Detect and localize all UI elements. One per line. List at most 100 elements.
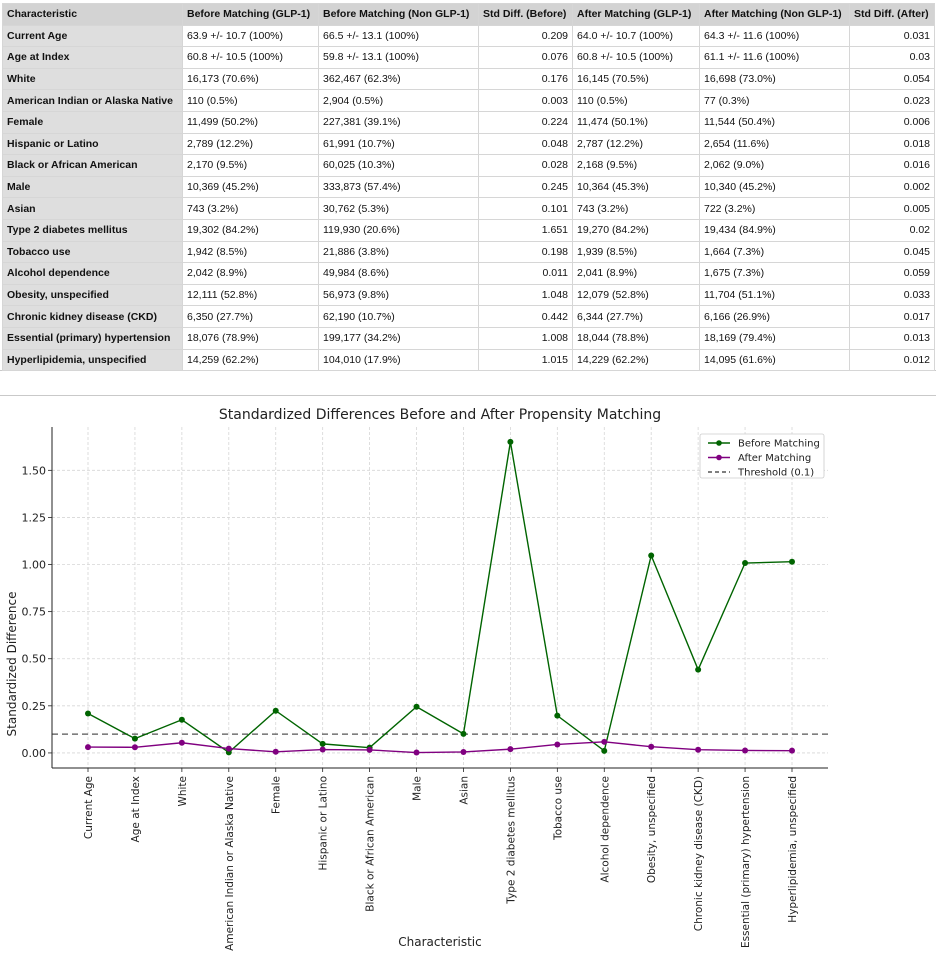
column-header-std-diff-before[interactable]: Std Diff. (Before) — [478, 3, 573, 26]
data-point-after[interactable] — [413, 749, 420, 756]
table-row[interactable]: Alcohol dependence 2,042 (8.9%) 49,984 (8.… — [2, 262, 935, 285]
table-cell: 227,381 (39.1%) — [318, 110, 479, 134]
table-row[interactable]: Hyperlipidemia, unspecified 14,259 (62.2%… — [2, 348, 935, 372]
y-tick-label: 0.00 — [22, 747, 47, 760]
column-header-characteristic[interactable]: Characteristic — [2, 3, 183, 26]
table-cell: 63.9 +/- 10.7 (100%) — [182, 24, 319, 48]
table-cell: 0.023 — [849, 89, 935, 112]
data-point-before[interactable] — [460, 730, 467, 737]
data-point-after[interactable] — [319, 746, 326, 753]
data-point-before[interactable] — [272, 707, 279, 714]
table-row[interactable]: American Indian or Alaska Native 110 (0.5… — [2, 89, 935, 112]
table-cell: 0.076 — [478, 46, 573, 69]
table-row[interactable]: Tobacco use 1,942 (8.5%) 21,886 (3.8%) 0.19… — [2, 240, 935, 264]
data-point-after[interactable] — [789, 747, 795, 754]
data-point-after[interactable] — [131, 744, 138, 751]
table-cell: 0.028 — [478, 154, 573, 177]
data-point-before[interactable] — [85, 710, 91, 717]
y-tick-label: 0.75 — [22, 606, 47, 619]
chart-title: Standardized Differences Before and Afte… — [219, 407, 661, 423]
table-cell: 59.8 +/- 13.1 (100%) — [318, 46, 479, 69]
data-point-after[interactable] — [366, 746, 373, 753]
table-cell: 119,930 (20.6%) — [318, 218, 479, 242]
table-cell: 10,364 (45.3%) — [572, 175, 700, 199]
table-row[interactable]: Black or African American 2,170 (9.5%) 60,… — [2, 154, 935, 177]
table-row[interactable]: White 16,173 (70.6%) 362,467 (62.3%) 0.176 1… — [2, 67, 935, 91]
data-point-before[interactable] — [131, 735, 138, 742]
table-row[interactable]: Essential (primary) hypertension 18,076 (… — [2, 326, 935, 350]
data-point-before[interactable] — [554, 712, 561, 719]
data-point-after[interactable] — [648, 743, 655, 750]
data-point-after[interactable] — [554, 741, 561, 748]
legend-marker-after — [716, 454, 722, 461]
data-point-before[interactable] — [507, 438, 514, 445]
data-point-after[interactable] — [85, 744, 91, 751]
table-cell: 1,675 (7.3%) — [699, 262, 850, 285]
series-line-after-matching — [87, 741, 793, 754]
table-cell: 1,664 (7.3%) — [699, 240, 850, 264]
table-row[interactable]: Type 2 diabetes mellitus 19,302 (84.2%) 11… — [2, 218, 935, 242]
data-point-before[interactable] — [319, 740, 326, 747]
table-row[interactable]: Current Age 63.9 +/- 10.7 (100%) 66.5 +/- … — [2, 24, 935, 48]
table-cell: 743 (3.2%) — [182, 197, 319, 220]
x-tick-label: Age at Index — [130, 776, 142, 842]
data-point-after[interactable] — [225, 745, 232, 752]
column-header-after-non-glp1[interactable]: After Matching (Non GLP-1) — [699, 3, 850, 26]
table-row[interactable]: Male 10,369 (45.2%) 333,873 (57.4%) 0.245 10… — [2, 175, 935, 199]
column-header-before-glp1[interactable]: Before Matching (GLP-1) — [182, 3, 319, 26]
table-cell: 18,044 (78.8%) — [572, 326, 700, 350]
x-tick-label: American Indian or Alaska Native — [224, 776, 236, 951]
data-point-before[interactable] — [789, 558, 795, 565]
data-point-before[interactable] — [413, 703, 420, 710]
table-row[interactable]: Asian 743 (3.2%) 30,762 (5.3%) 0.101 743 (3.… — [2, 197, 935, 220]
row-header-cell: Female — [2, 110, 183, 134]
table-row[interactable]: Chronic kidney disease (CKD) 6,350 (27.7%… — [2, 305, 935, 328]
data-point-after[interactable] — [460, 748, 467, 755]
y-tick-label: 1.00 — [22, 559, 47, 572]
table-cell: 18,169 (79.4%) — [699, 326, 850, 350]
table-cell: 0.005 — [849, 197, 935, 220]
table-cell: 16,173 (70.6%) — [182, 67, 319, 91]
table-cell: 722 (3.2%) — [699, 197, 850, 220]
data-point-after[interactable] — [601, 738, 608, 745]
data-point-after[interactable] — [695, 746, 702, 753]
column-header-std-diff-after[interactable]: Std Diff. (After) — [849, 3, 935, 26]
table-cell: 1.651 — [478, 218, 573, 242]
table-cell: 11,704 (51.1%) — [699, 283, 850, 307]
data-point-before[interactable] — [601, 747, 608, 754]
chart-legend: Before Matching After Matching Threshold (… — [699, 433, 825, 479]
data-point-before[interactable] — [648, 552, 655, 559]
data-point-after[interactable] — [178, 739, 185, 746]
table-cell: 2,170 (9.5%) — [182, 154, 319, 177]
legend-marker-before — [716, 440, 722, 446]
data-point-before[interactable] — [742, 560, 749, 567]
table-row[interactable]: Hispanic or Latino 2,789 (12.2%) 61,991 (1… — [2, 132, 935, 156]
data-point-before[interactable] — [178, 716, 185, 723]
column-header-after-glp1[interactable]: After Matching (GLP-1) — [572, 3, 700, 26]
x-tick-label: Obesity, unspecified — [646, 776, 658, 883]
table-cell: 61.1 +/- 11.6 (100%) — [699, 46, 850, 69]
data-point-after[interactable] — [507, 746, 514, 753]
x-tick-label: Type 2 diabetes mellitus — [505, 776, 517, 905]
table-cell: 14,259 (62.2%) — [182, 348, 319, 372]
table-cell: 60,025 (10.3%) — [318, 154, 479, 177]
data-point-after[interactable] — [742, 747, 749, 754]
x-tick-label: Hispanic or Latino — [318, 776, 330, 871]
table-cell: 10,369 (45.2%) — [182, 175, 319, 199]
table-cell: 10,340 (45.2%) — [699, 175, 850, 199]
table-row[interactable]: Age at Index 60.8 +/- 10.5 (100%) 59.8 +/-… — [2, 46, 935, 69]
series-layer — [85, 438, 795, 756]
data-point-after[interactable] — [272, 748, 279, 755]
table-cell: 104,010 (17.9%) — [318, 348, 479, 372]
row-header-cell: Chronic kidney disease (CKD) — [2, 305, 183, 328]
table-row[interactable]: Obesity, unspecified 12,111 (52.8%) 56,973… — [2, 283, 935, 307]
table-cell: 0.059 — [849, 262, 935, 285]
table-cell: 16,145 (70.5%) — [572, 67, 700, 91]
grid-layer — [52, 427, 828, 768]
table-cell: 2,168 (9.5%) — [572, 154, 700, 177]
column-header-before-non-glp1[interactable]: Before Matching (Non GLP-1) — [318, 3, 479, 26]
data-point-before[interactable] — [695, 666, 702, 673]
table-cell: 1,939 (8.5%) — [572, 240, 700, 264]
table-row[interactable]: Female 11,499 (50.2%) 227,381 (39.1%) 0.224… — [2, 110, 935, 134]
table-cell: 64.3 +/- 11.6 (100%) — [699, 24, 850, 48]
